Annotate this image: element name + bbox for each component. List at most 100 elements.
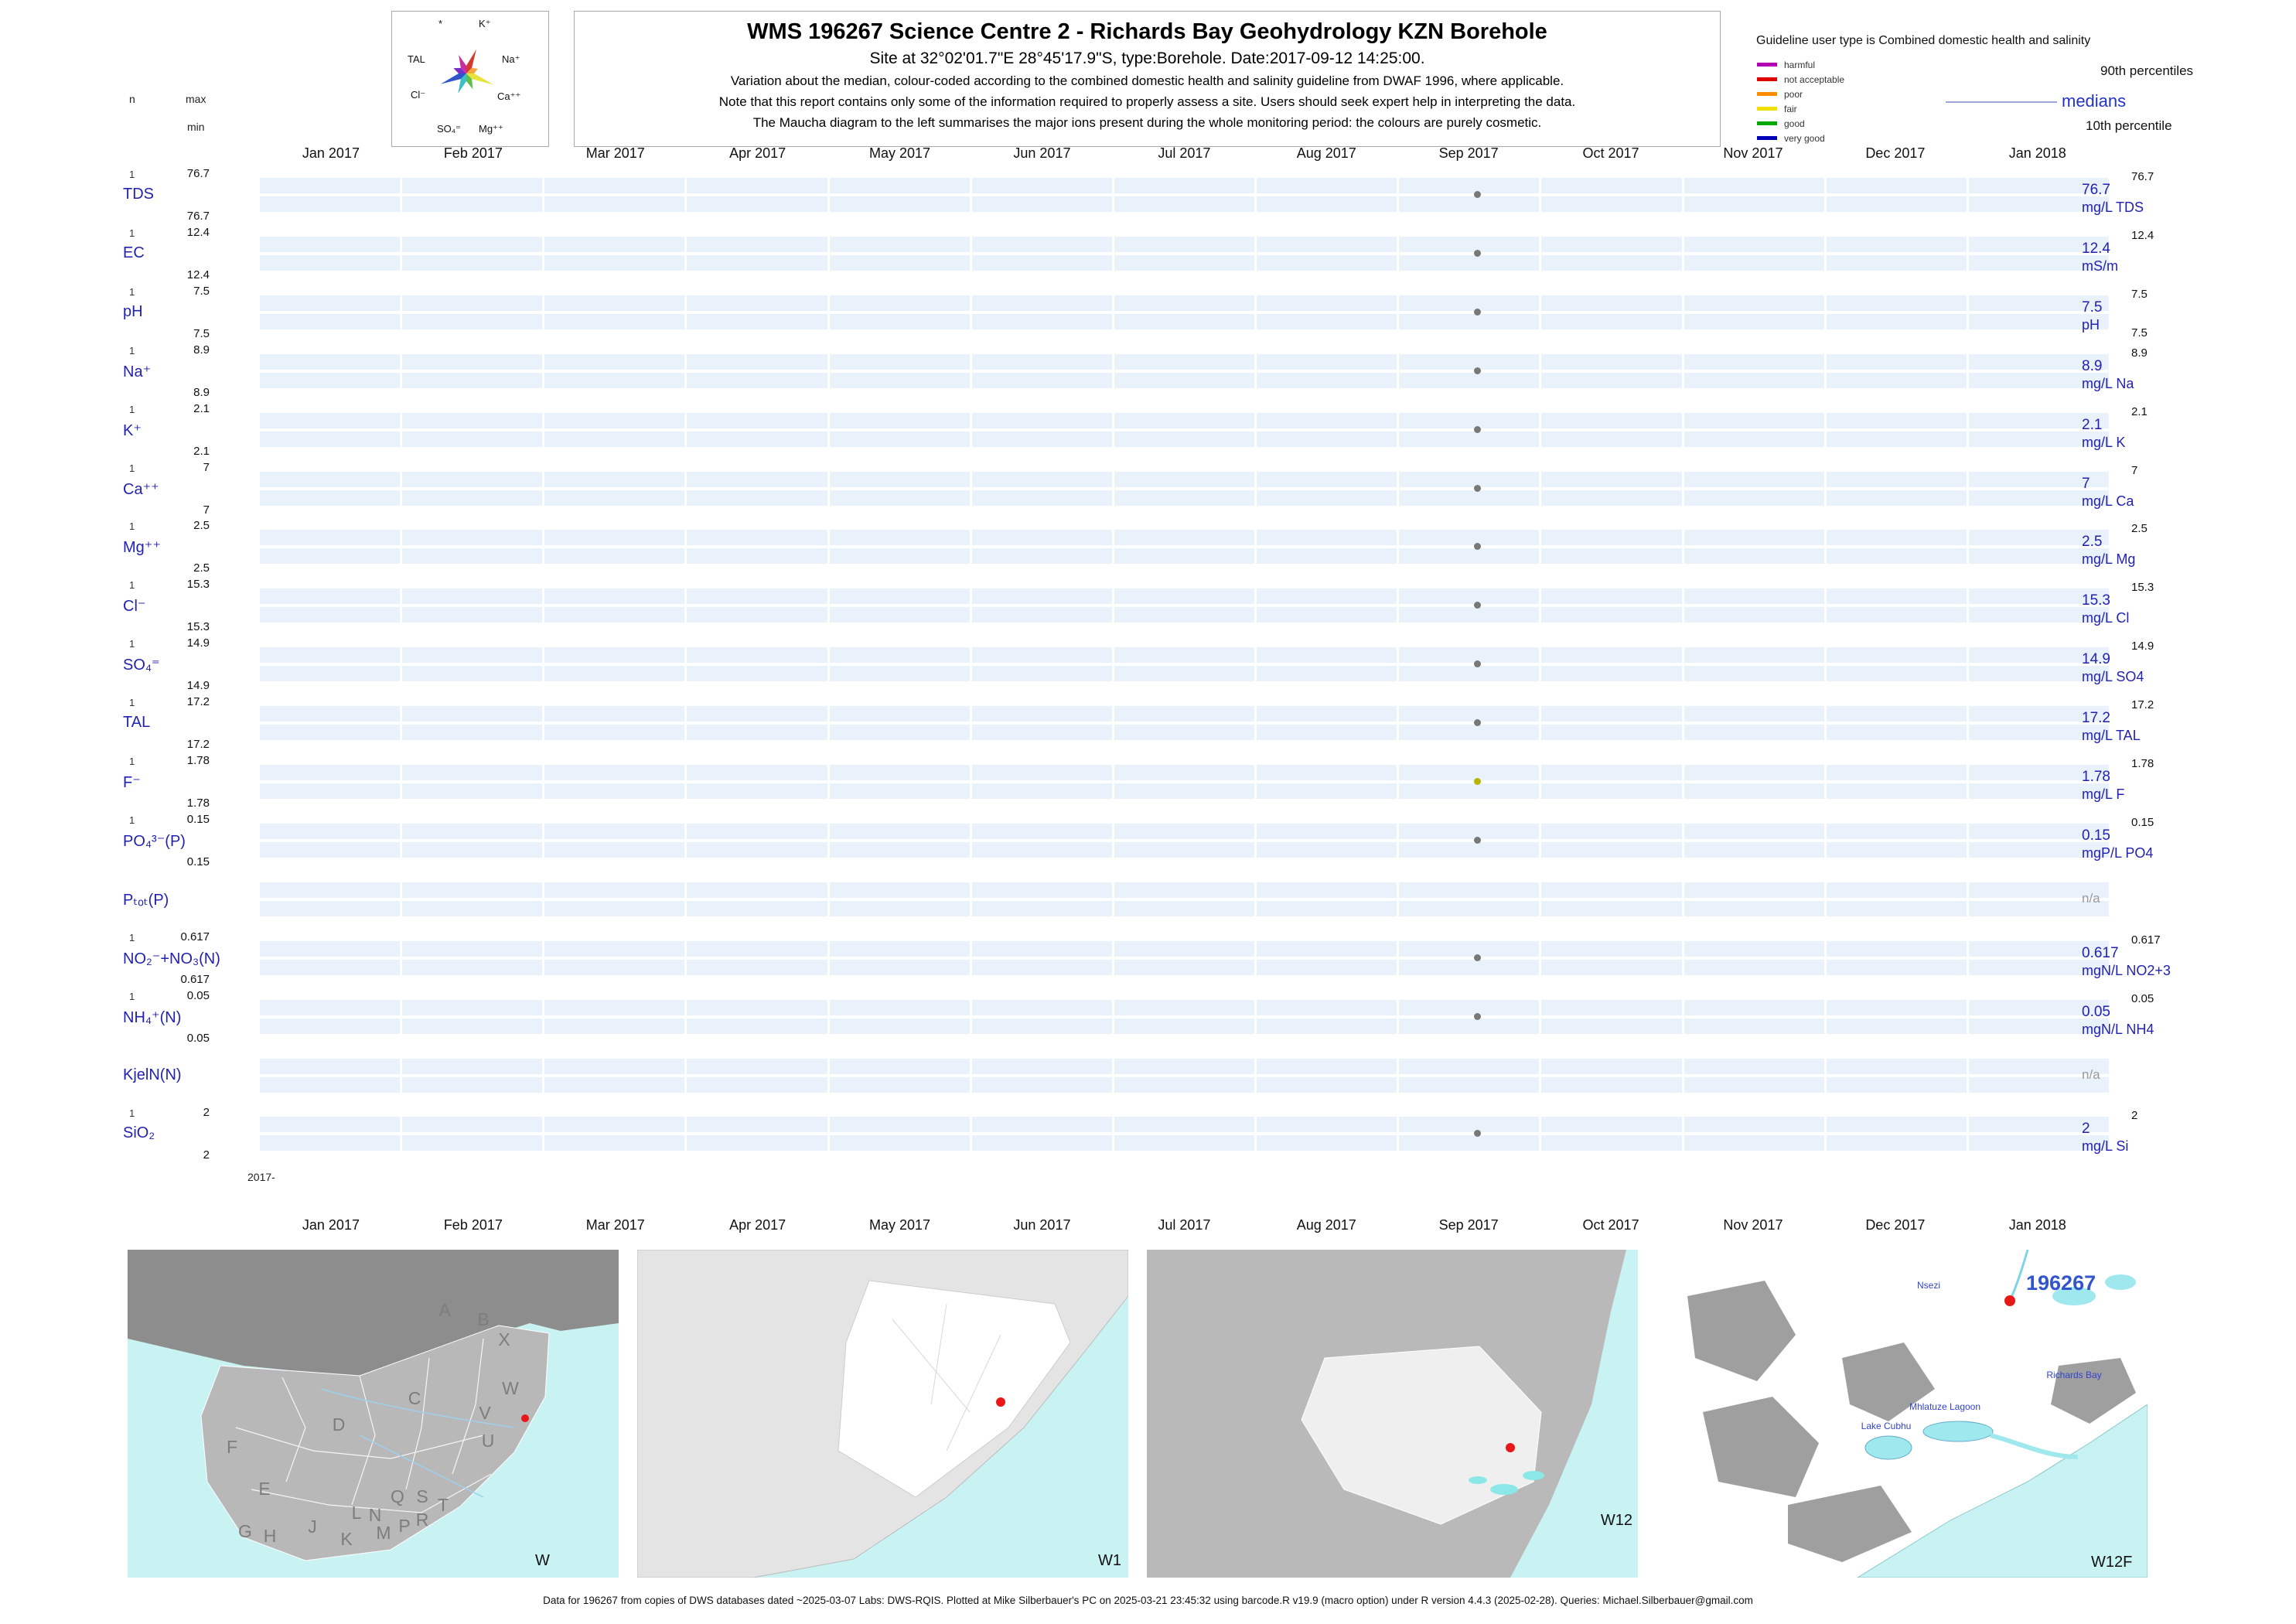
- month-cell: [260, 647, 401, 664]
- month-cell: [687, 1018, 827, 1034]
- month-cell: [1399, 548, 1540, 565]
- month-cell: [1114, 353, 1255, 370]
- guideline-class-label: harmful: [1784, 59, 1816, 70]
- month-cell: [1399, 431, 1540, 447]
- month-cell: [1541, 823, 1682, 839]
- na-value: n/a: [2082, 890, 2100, 906]
- month-cell: [971, 959, 1112, 975]
- month-cell: [687, 178, 827, 193]
- max-value: 14.9: [186, 636, 210, 650]
- month-cell: [687, 765, 827, 780]
- month-cell: [971, 783, 1112, 799]
- month-cell: [1114, 999, 1255, 1015]
- month-cell: [1541, 725, 1682, 741]
- month-label-top: Oct 2017: [1582, 145, 1639, 161]
- month-cell: [687, 647, 827, 664]
- month-cell: [1684, 900, 1824, 916]
- month-cell: [1968, 412, 2110, 428]
- month-cell: [544, 431, 685, 447]
- month-cell: [687, 725, 827, 741]
- param-row-kjeln: KjelN(N) n/a: [0, 1046, 2296, 1105]
- month-cell: [971, 313, 1112, 329]
- month-cell: [1114, 1117, 1255, 1133]
- month-label-top: Jun 2017: [1013, 145, 1071, 161]
- median-value: 7.5: [2082, 299, 2103, 316]
- band-strip: [260, 1117, 2110, 1133]
- maucha-label-so4: SO₄⁼: [437, 123, 461, 135]
- month-cell: [1114, 940, 1255, 957]
- month-cell: [544, 372, 685, 388]
- month-cell: [1399, 783, 1540, 799]
- month-cell: [1684, 940, 1824, 957]
- year-tick-label: 2017-: [247, 1171, 275, 1183]
- catchment-map: W12: [1147, 1250, 1638, 1578]
- month-cell: [1684, 431, 1824, 447]
- month-cell: [1399, 607, 1540, 623]
- region-letter-H: H: [264, 1526, 277, 1546]
- sample-count: 1: [129, 285, 135, 298]
- month-label-top: Apr 2017: [729, 145, 786, 161]
- region-letter-N: N: [369, 1505, 382, 1525]
- month-cell: [260, 372, 401, 388]
- report-description-line-1: Variation about the median, colour-coded…: [730, 73, 1564, 88]
- maucha-label-cl: Cl⁻: [411, 89, 426, 101]
- station-dot: [2004, 1295, 2015, 1306]
- month-cell: [1114, 431, 1255, 447]
- month-cell: [1826, 353, 1967, 370]
- band-strip: [260, 178, 2110, 193]
- min-column-label: min: [187, 121, 205, 133]
- max-value: 0.617: [180, 930, 210, 943]
- param-label: Na⁺: [123, 363, 152, 380]
- month-cell: [260, 940, 401, 957]
- month-cell: [687, 431, 827, 447]
- median-value: 17.2: [2082, 710, 2110, 727]
- region-letter-T: T: [438, 1495, 449, 1515]
- guideline-class-harmful: harmful: [1757, 57, 1844, 72]
- band-strip: [260, 353, 2110, 370]
- month-cell: [1968, 999, 2110, 1015]
- month-cell: [402, 530, 543, 546]
- param-label: Ca⁺⁺: [123, 480, 159, 498]
- min-value: 0.617: [180, 972, 210, 986]
- month-cell: [829, 1018, 970, 1034]
- month-cell: [1257, 353, 1397, 370]
- sample-dot: [1474, 191, 1482, 198]
- month-cell: [1541, 841, 1682, 858]
- month-band: [260, 940, 2110, 975]
- sea-area: [1510, 1250, 1638, 1578]
- month-cell: [1968, 783, 2110, 799]
- month-cell: [1684, 178, 1824, 193]
- maucha-label-star: *: [438, 18, 443, 29]
- month-cell: [971, 490, 1112, 506]
- month-cell: [544, 178, 685, 193]
- month-cell: [829, 607, 970, 623]
- month-cell: [1826, 841, 1967, 858]
- month-cell: [260, 999, 401, 1015]
- p90-value: 2.1: [2131, 404, 2148, 418]
- month-cell: [1541, 530, 1682, 546]
- month-cell: [402, 254, 543, 271]
- band-strip: [260, 841, 2110, 858]
- month-cell: [1541, 490, 1682, 506]
- month-cell: [1684, 1058, 1824, 1074]
- month-cell: [829, 471, 970, 487]
- median-value: 0.15: [2082, 827, 2110, 844]
- month-cell: [1826, 1058, 1967, 1074]
- month-cell: [1114, 412, 1255, 428]
- map-corner-label-w1: W1: [1098, 1552, 1121, 1569]
- month-cell: [687, 295, 827, 311]
- param-label: TDS: [123, 186, 154, 203]
- unit-label: mg/L Ca: [2082, 493, 2134, 509]
- month-cell: [1257, 236, 1397, 252]
- min-value: 76.7: [186, 210, 210, 223]
- month-cell: [544, 647, 685, 664]
- month-cell: [1114, 1018, 1255, 1034]
- month-cell: [971, 1058, 1112, 1074]
- month-cell: [687, 1135, 827, 1151]
- region-letter-P: P: [398, 1516, 410, 1536]
- month-cell: [544, 1058, 685, 1074]
- month-cell: [1684, 372, 1824, 388]
- place-label-richards-bay: Richards Bay: [2046, 1370, 2101, 1380]
- month-band: [260, 530, 2110, 565]
- band-strip: [260, 295, 2110, 311]
